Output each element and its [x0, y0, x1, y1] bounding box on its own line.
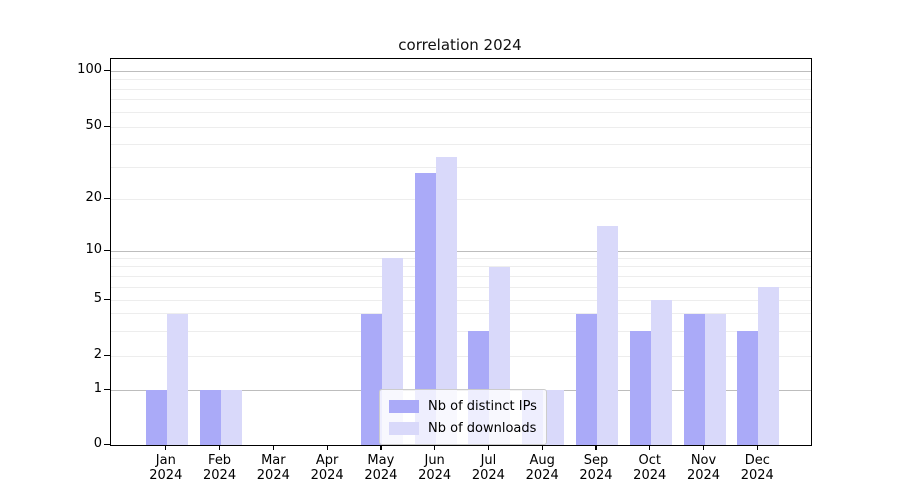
bar-distinct-ips [199, 390, 221, 445]
x-tick-label: Feb 2024 [203, 453, 237, 483]
y-tick-label: 100 [77, 62, 102, 77]
y-tick-label: 1 [93, 381, 102, 396]
y-tick-label: 20 [85, 190, 102, 205]
bar-distinct-ips [683, 313, 705, 445]
minor-gridline [111, 99, 811, 101]
minor-gridline [111, 88, 811, 90]
minor-gridline [111, 79, 811, 81]
legend-swatch-downloads [389, 421, 419, 435]
x-tick-mark [380, 445, 382, 450]
y-tick-label: 0 [93, 436, 102, 451]
bar-downloads [650, 300, 672, 445]
bar-distinct-ips [575, 313, 597, 445]
legend-item-downloads: Nb of downloads [389, 417, 537, 439]
minor-gridline [111, 266, 811, 268]
x-tick-mark [219, 445, 221, 450]
x-tick-mark [487, 445, 490, 450]
x-tick-mark [595, 445, 597, 450]
minor-gridline [111, 144, 811, 146]
bar-distinct-ips [737, 331, 759, 445]
minor-gridline [111, 111, 811, 113]
y-tick-mark [104, 125, 110, 127]
x-tick-label: May 2024 [364, 453, 398, 483]
minor-gridline [111, 355, 811, 357]
x-tick-mark [272, 445, 275, 450]
x-tick-mark [434, 445, 436, 450]
bar-downloads [704, 313, 726, 445]
y-tick-label: 50 [85, 118, 102, 133]
legend-item-distinct-ips: Nb of distinct IPs [389, 395, 537, 417]
y-tick-mark [104, 298, 110, 300]
x-tick-label: Apr 2024 [310, 453, 344, 483]
x-tick-label: Nov 2024 [686, 453, 721, 483]
minor-gridline [111, 166, 811, 168]
x-tick-mark [541, 445, 543, 450]
x-tick-label: Jun 2024 [418, 453, 452, 483]
minor-gridline [111, 299, 811, 301]
x-tick-mark [756, 445, 758, 450]
minor-gridline [111, 198, 811, 200]
minor-gridline [111, 286, 811, 288]
bar-downloads [435, 157, 457, 445]
bar-downloads [220, 390, 242, 445]
minor-gridline [111, 330, 811, 332]
bar-downloads [543, 390, 565, 445]
y-tick-mark [104, 69, 110, 71]
chart-title: correlation 2024 [398, 36, 522, 54]
x-tick-label: Aug 2024 [525, 453, 559, 483]
legend-swatch-distinct-ips [389, 399, 419, 413]
legend-label-distinct-ips: Nb of distinct IPs [428, 398, 537, 414]
plot-area: Nb of distinct IPs Nb of downloads [110, 58, 812, 446]
x-tick-label: Dec 2024 [740, 453, 774, 483]
y-tick-mark [104, 388, 110, 390]
x-tick-mark [703, 445, 705, 450]
x-tick-mark [326, 445, 328, 450]
y-tick-label: 5 [93, 291, 102, 306]
bar-downloads [166, 313, 188, 445]
y-tick-mark [104, 443, 110, 445]
y-tick-mark [104, 249, 110, 251]
major-gridline [111, 250, 811, 252]
minor-gridline [111, 275, 811, 277]
bar-distinct-ips [360, 313, 382, 445]
bar-distinct-ips [629, 331, 651, 445]
x-tick-label: Jul 2024 [471, 453, 505, 483]
x-tick-mark [649, 445, 651, 450]
minor-gridline [111, 126, 811, 128]
y-tick-label: 10 [85, 242, 102, 257]
x-tick-label: Sep 2024 [579, 453, 613, 483]
y-tick-label: 2 [93, 347, 102, 362]
x-tick-mark [165, 445, 167, 450]
minor-gridline [111, 257, 811, 259]
major-gridline [111, 70, 811, 72]
legend: Nb of distinct IPs Nb of downloads [379, 389, 547, 445]
bar-downloads [596, 225, 618, 445]
bar-downloads [758, 287, 780, 445]
y-tick-mark [104, 197, 110, 199]
x-tick-label: Mar 2024 [256, 453, 290, 483]
x-tick-label: Jan 2024 [149, 453, 183, 483]
minor-gridline [111, 313, 811, 315]
x-tick-label: Oct 2024 [633, 453, 667, 483]
y-tick-mark [104, 354, 110, 356]
bar-distinct-ips [145, 390, 167, 445]
legend-label-downloads: Nb of downloads [428, 420, 537, 436]
bar-distinct-ips [414, 172, 436, 445]
